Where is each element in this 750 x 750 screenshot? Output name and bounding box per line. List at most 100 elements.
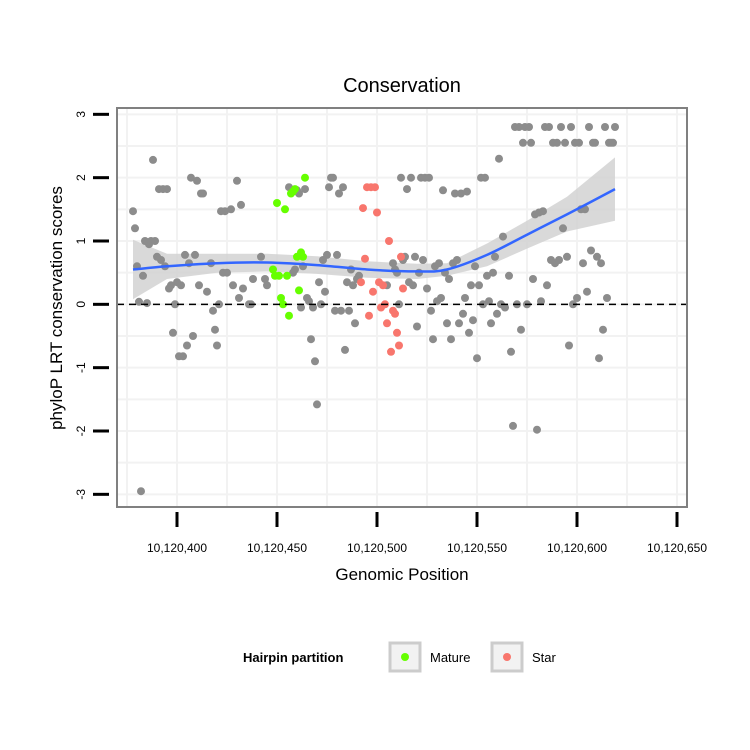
point-other [213,341,221,350]
point-other [331,306,339,315]
point-star [369,287,377,296]
point-other [309,303,317,312]
point-other [333,250,341,259]
point-other [339,183,347,192]
point-other [345,306,353,315]
point-other [403,185,411,194]
point-other [171,300,179,309]
point-other [223,268,231,277]
point-other [505,271,513,280]
point-star [361,254,369,263]
x-axis-title: Genomic Position [335,565,468,584]
point-other [473,354,481,363]
point-other [163,185,171,194]
point-other [429,335,437,344]
point-other [167,281,175,290]
point-mature [277,294,285,302]
point-other [453,256,461,264]
point-other [257,252,265,261]
point-other [587,246,595,255]
point-other [305,297,313,306]
point-other [457,189,465,198]
point-other [413,322,421,331]
y-tick-label: 2 [74,174,88,181]
point-other [573,294,581,302]
chart-title: Conservation [343,75,461,97]
point-other [585,123,593,131]
point-other [297,303,305,312]
point-mature [275,271,283,280]
point-mature [273,199,281,207]
point-other [601,123,609,131]
point-other [561,138,569,147]
confidence-band-layer [133,157,615,300]
point-other [459,309,467,318]
point-other [469,316,477,325]
point-star [387,347,395,356]
point-other [211,325,219,334]
point-other [603,294,611,302]
point-other [489,268,497,277]
point-other [539,207,547,216]
point-other [423,284,431,293]
point-other [335,189,343,198]
point-mature [285,311,293,320]
point-other [329,173,337,182]
point-other [199,189,207,198]
point-other [507,347,515,356]
point-other [445,275,453,283]
point-other [315,278,323,287]
point-other [451,189,459,198]
point-other [517,325,525,334]
point-other [443,319,451,328]
point-other [471,262,479,271]
point-other [501,303,509,312]
point-other [189,332,197,340]
point-other [525,123,533,131]
point-other [351,319,359,328]
point-other [437,294,445,302]
point-other [467,281,475,290]
point-other [143,299,151,308]
y-tick-label: -1 [74,362,88,373]
point-other [599,325,607,334]
confidence-band [133,157,615,300]
point-other [195,281,203,290]
legend-key-star [503,653,511,661]
point-other [129,207,137,216]
point-other [565,341,573,350]
point-other [553,138,561,147]
point-other [559,224,567,233]
point-other [291,265,299,274]
point-other [575,138,583,147]
point-other [355,271,363,280]
point-star [383,319,391,328]
point-other [341,345,349,354]
point-other [439,186,447,195]
point-other [203,287,211,296]
point-other [485,297,493,306]
point-other [311,357,319,366]
point-star [373,208,381,217]
point-star [379,281,387,290]
legend-title: Hairpin partition [243,650,343,665]
point-other [483,271,491,280]
point-star [399,284,407,293]
x-tick-label: 10,120,650 [647,541,707,555]
point-other [509,421,517,430]
point-other [557,123,565,131]
point-star [371,183,379,192]
point-mature [279,300,287,309]
point-other [563,252,571,261]
point-other [493,309,501,318]
point-other [237,200,245,209]
point-other [183,341,191,350]
point-other [419,256,427,264]
point-other [187,173,195,182]
point-star [357,278,365,287]
y-tick-label: -2 [74,425,88,436]
point-other [227,205,235,214]
y-axis: -3 -2 -1 0 1 2 3 [74,111,109,500]
x-tick-label: 10,120,600 [547,541,607,555]
point-other [545,123,553,131]
